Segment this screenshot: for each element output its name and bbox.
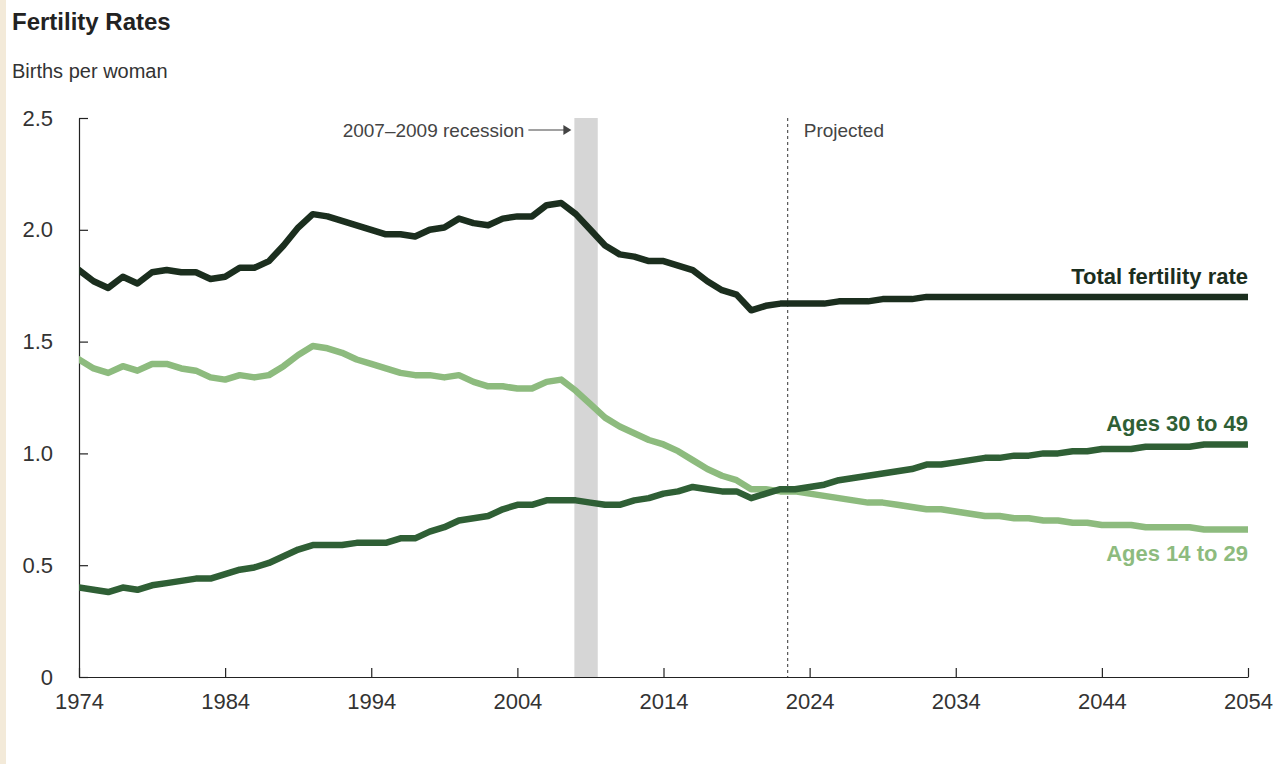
tick-mark xyxy=(517,668,518,677)
tick-label: 2044 xyxy=(1078,689,1127,714)
recession-label: 2007–2009 recession xyxy=(343,120,525,141)
tick: 1974 xyxy=(55,668,104,714)
y-axis: 0 0.5 1.0 1.5 2.0 2.5 xyxy=(22,106,88,690)
tick-mark xyxy=(1102,668,1103,677)
tick-mark xyxy=(810,668,811,677)
chart: Fertility Rates Births per woman 2007–2009… xyxy=(6,0,1288,764)
tick-label: 2004 xyxy=(493,689,542,714)
recession-arrow-head xyxy=(563,125,571,135)
tick: 1994 xyxy=(347,668,396,714)
tick-mark xyxy=(79,230,88,231)
tick-label: 2034 xyxy=(932,689,981,714)
tick: 1.5 xyxy=(22,329,88,354)
tick: 2004 xyxy=(493,668,542,714)
tick: 2044 xyxy=(1078,668,1127,714)
projection-line xyxy=(787,118,788,677)
tick: 2.5 xyxy=(22,106,88,131)
tick-mark xyxy=(79,453,88,454)
lines xyxy=(79,203,1248,592)
tick: 2.0 xyxy=(22,217,88,242)
title: Fertility Rates xyxy=(12,8,171,35)
tick-label: 1984 xyxy=(201,689,250,714)
tick: 1.0 xyxy=(22,441,88,466)
tick-label: 1974 xyxy=(55,689,104,714)
tick: 1984 xyxy=(201,668,250,714)
axis-line xyxy=(79,119,80,678)
tick-label: 0 xyxy=(41,665,53,690)
tick: 2014 xyxy=(640,668,689,714)
tick-mark xyxy=(79,118,88,119)
tick-mark xyxy=(371,668,372,677)
tick-label: 2024 xyxy=(786,689,835,714)
tick-label: 2.5 xyxy=(22,106,53,131)
series-label: Ages 14 to 29 xyxy=(1106,541,1248,566)
axis-line xyxy=(80,677,1249,678)
tick-label: 2.0 xyxy=(22,217,53,242)
tick-label: 1994 xyxy=(347,689,396,714)
series-line xyxy=(79,203,1248,310)
tick-label: 0.5 xyxy=(22,553,53,578)
recession-arrow-line xyxy=(528,129,568,130)
tick-label: 1.0 xyxy=(22,441,53,466)
series-line xyxy=(79,444,1248,592)
tick: 0.5 xyxy=(22,553,88,578)
tick-mark xyxy=(663,668,664,677)
series-line xyxy=(79,346,1248,529)
series-labels: Total fertility rate Ages 30 to 49 Ages 14… xyxy=(1071,264,1248,567)
tick-label: 2014 xyxy=(640,689,689,714)
tick: 2024 xyxy=(786,668,835,714)
tick: 2034 xyxy=(932,668,981,714)
tick-mark xyxy=(79,565,88,566)
subtitle: Births per woman xyxy=(12,60,168,82)
tick-label: 1.5 xyxy=(22,329,53,354)
tick-mark xyxy=(956,668,957,677)
x-axis: 1974 1984 1994 2004 2014 2024 2034 2044 2054 xyxy=(55,668,1273,714)
tick-mark xyxy=(225,668,226,677)
tick-mark xyxy=(79,668,80,677)
tick-label: 2054 xyxy=(1224,689,1273,714)
series-label: Ages 30 to 49 xyxy=(1106,411,1248,436)
tick: 2054 xyxy=(1224,668,1273,714)
tick-mark xyxy=(1248,668,1249,677)
tick-mark xyxy=(79,342,88,343)
series-label: Total fertility rate xyxy=(1071,264,1248,289)
projection-label: Projected xyxy=(804,120,884,141)
